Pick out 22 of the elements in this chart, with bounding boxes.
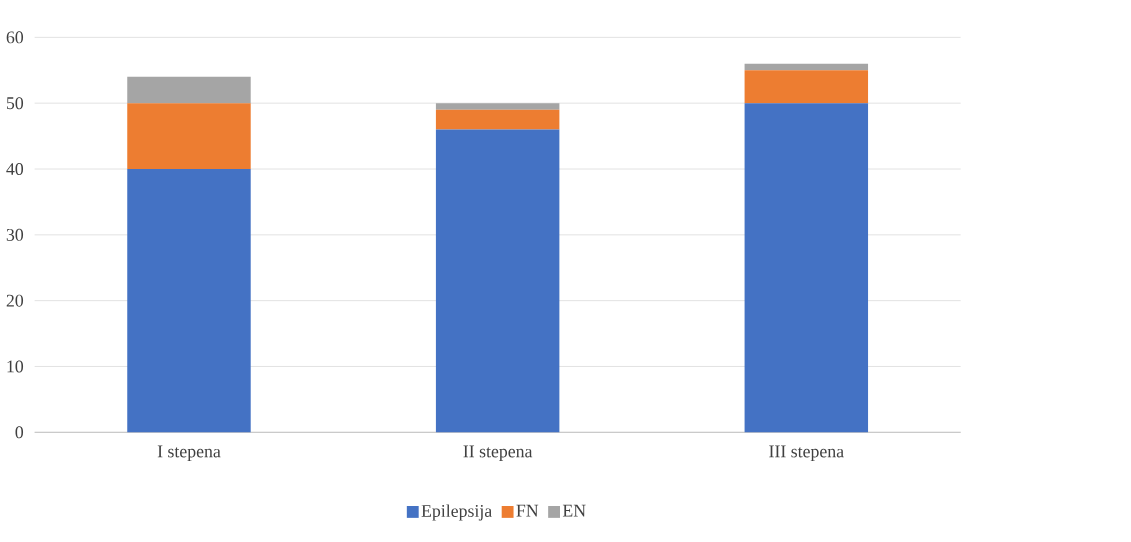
legend-label: Epilepsija [421, 504, 492, 521]
bar [744, 63, 869, 71]
bar [435, 103, 560, 110]
x-tick-label: II stepena [463, 445, 533, 462]
y-tick-label: 50 [6, 97, 24, 110]
bar [744, 103, 869, 433]
x-tick-label: I stepena [157, 445, 221, 462]
y-tick-label: 0 [15, 426, 24, 439]
y-tick-label: 20 [6, 294, 24, 307]
y-tick-label: 10 [7, 360, 24, 373]
bar [435, 109, 560, 130]
bar [127, 103, 251, 170]
y-tick-label: 60 [6, 31, 24, 44]
y-tick-label: 40 [6, 163, 24, 176]
legend-label: FN [516, 504, 539, 517]
y-tick-label: 30 [6, 228, 24, 241]
bar [127, 169, 251, 433]
legend-label: EN [562, 504, 586, 517]
x-tick-label: III stepena [769, 445, 844, 462]
bar [127, 76, 251, 104]
bar [744, 70, 869, 104]
bar [435, 129, 560, 433]
